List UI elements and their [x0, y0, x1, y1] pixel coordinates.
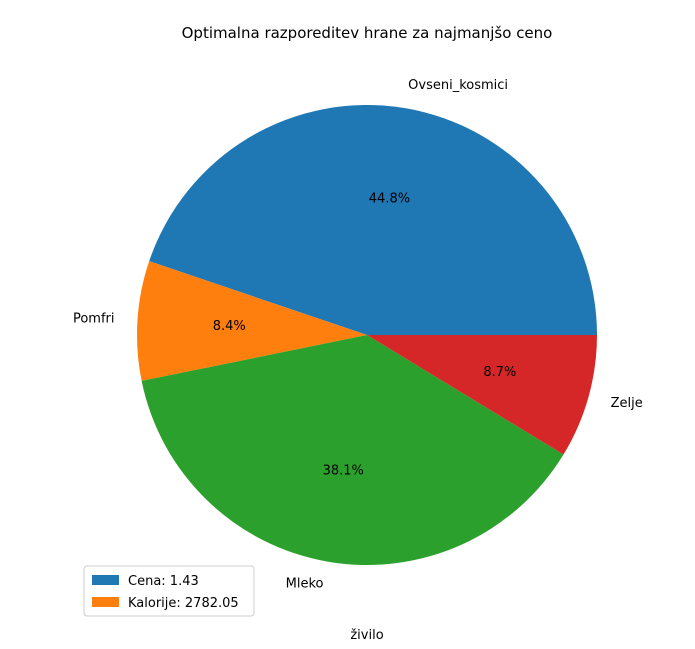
legend-swatch-cena [92, 575, 119, 585]
legend-label-kalorije: Kalorije: 2782.05 [128, 596, 239, 611]
pie-slice-pomfri [136, 261, 367, 381]
slice-label-pomfri: Pomfri [73, 312, 115, 327]
pie-labels: 44.8% Ovseni_kosmici 8.4% Pomfri 38.1% Mleko 8… [73, 78, 643, 592]
slice-label-ovseni-kosmici: Ovseni_kosmici [408, 78, 508, 93]
slice-label-mleko: Mleko [286, 577, 324, 592]
x-axis-label: živilo [350, 628, 383, 643]
chart-title: Optimalna razporeditev hrane za najmanjš… [182, 24, 553, 42]
legend: Cena: 1.43 Kalorije: 2782.05 [83, 565, 255, 617]
slice-pct-label-mleko: 38.1% [323, 463, 364, 478]
pie-slices [136, 105, 597, 565]
pie-slice-ovseni-kosmici [149, 105, 597, 335]
legend-swatch-kalorije [92, 597, 119, 607]
legend-frame [83, 565, 255, 617]
slice-pct-label-zelje: 8.7% [483, 365, 516, 380]
pie-slice-mleko [141, 335, 564, 565]
pie-slice-zelje [367, 335, 597, 455]
slice-pct-label-pomfri: 8.4% [213, 319, 246, 334]
slice-pct-label-ovseni-kosmici: 44.8% [369, 191, 410, 206]
legend-label-cena: Cena: 1.43 [128, 574, 199, 589]
slice-label-zelje: Zelje [611, 396, 643, 411]
